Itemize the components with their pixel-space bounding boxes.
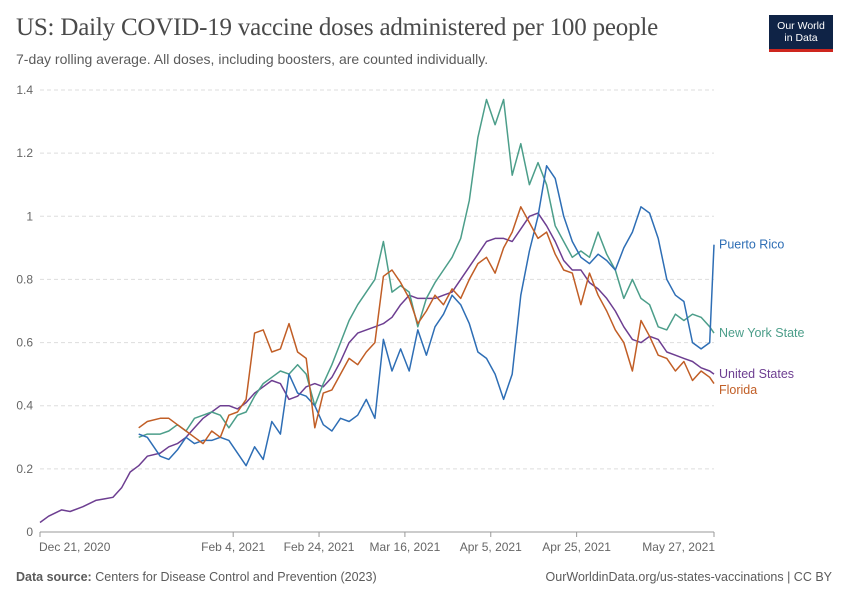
series-line-florida: [138, 206, 715, 445]
y-tick-label: 0: [26, 525, 33, 539]
y-tick-label: 0.2: [16, 462, 33, 476]
x-tick-label: Apr 5, 2021: [460, 540, 522, 554]
x-tick-label: Feb 24, 2021: [284, 540, 355, 554]
series-line-puerto-rico: [138, 165, 715, 467]
y-tick-label: 1.4: [16, 83, 33, 97]
chart-subtitle: 7-day rolling average. All doses, includ…: [16, 51, 489, 67]
y-tick-label: 0.6: [16, 336, 33, 350]
x-tick-label: Dec 21, 2020: [39, 540, 111, 554]
series-line-new-york-state: [138, 98, 715, 439]
x-tick-label: Feb 4, 2021: [201, 540, 265, 554]
y-tick-label: 0.8: [16, 272, 33, 286]
data-source-label: Data source:: [16, 570, 92, 584]
data-source-text[interactable]: Centers for Disease Control and Preventi…: [95, 570, 377, 584]
y-tick-label: 1: [26, 209, 33, 223]
x-tick-label: May 27, 2021: [642, 540, 715, 554]
owid-logo[interactable]: Our World in Data: [769, 15, 833, 52]
chart-title: US: Daily COVID-19 vaccine doses adminis…: [16, 14, 659, 41]
series-label-puerto-rico: Puerto Rico: [719, 238, 784, 252]
data-source: Data source: Centers for Disease Control…: [16, 570, 377, 584]
series-label-new-york-state: New York State: [719, 326, 805, 340]
series-label-florida: Florida: [719, 383, 757, 397]
x-tick-label: Apr 25, 2021: [542, 540, 611, 554]
series-label-united-states: United States: [719, 367, 794, 381]
logo-line-1: Our World: [777, 20, 825, 32]
y-tick-label: 0.4: [16, 399, 33, 413]
series-line-united-states: [39, 212, 715, 524]
x-tick-label: Mar 16, 2021: [370, 540, 441, 554]
logo-line-2: in Data: [784, 32, 818, 44]
source-link[interactable]: OurWorldinData.org/us-states-vaccination…: [545, 570, 832, 584]
y-tick-label: 1.2: [16, 146, 33, 160]
